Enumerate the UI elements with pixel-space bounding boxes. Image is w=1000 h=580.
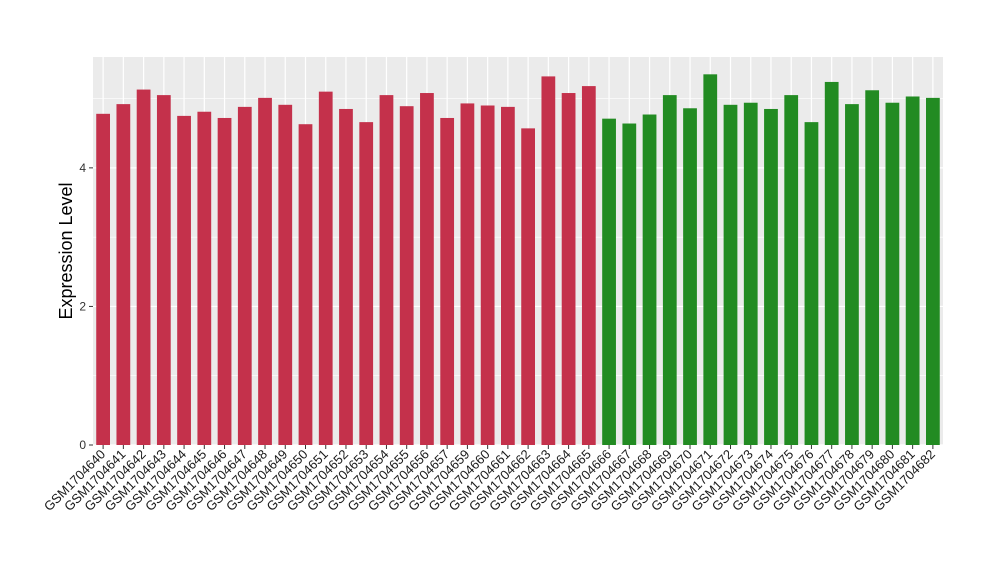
bar-GSM1704660	[480, 105, 495, 445]
bar-GSM1704652	[339, 108, 353, 445]
bar-GSM1704661	[501, 106, 515, 445]
bar-GSM1704653	[359, 122, 374, 445]
bar-GSM1704664	[561, 93, 576, 446]
bar-GSM1704670	[683, 108, 697, 446]
bar-GSM1704650	[298, 124, 313, 445]
y-tick-label: 0	[79, 438, 86, 452]
bar-GSM1704654	[379, 95, 394, 445]
bar-GSM1704682	[926, 97, 940, 445]
y-axis-title: Expression Level	[56, 182, 76, 319]
y-tick-label: 2	[79, 299, 86, 313]
bar-GSM1704659	[460, 103, 475, 446]
bar-GSM1704674	[764, 108, 778, 445]
bar-GSM1704651	[318, 91, 333, 446]
bar-GSM1704678	[845, 104, 859, 445]
bar-GSM1704667	[622, 123, 637, 445]
bar-GSM1704681	[905, 96, 920, 445]
y-tick-label: 4	[79, 161, 86, 175]
bar-GSM1704665	[581, 86, 596, 445]
bar-GSM1704662	[521, 128, 535, 445]
bar-GSM1704649	[278, 104, 293, 446]
bar-GSM1704648	[258, 97, 272, 445]
bar-GSM1704645	[197, 111, 212, 445]
plot-panel	[93, 57, 943, 445]
bar-GSM1704679	[865, 90, 880, 445]
bar-GSM1704671	[703, 74, 718, 446]
bar-GSM1704646	[217, 117, 232, 445]
bar-GSM1704673	[743, 102, 758, 445]
bar-GSM1704655	[399, 106, 414, 445]
bar-GSM1704677	[824, 81, 839, 445]
bar-GSM1704680	[885, 102, 900, 445]
bar-GSM1704644	[177, 115, 191, 446]
bar-GSM1704669	[662, 95, 677, 445]
bar-GSM1704666	[602, 118, 616, 446]
bar-GSM1704668	[642, 114, 657, 445]
bar-GSM1704641	[116, 104, 131, 445]
y-axis: 0 2 4	[79, 161, 93, 452]
bar-GSM1704656	[420, 93, 434, 446]
bar-GSM1704642	[136, 89, 151, 446]
bar-GSM1704663	[541, 76, 556, 446]
bar-GSM1704676	[804, 122, 819, 445]
bar-GSM1704657	[440, 117, 455, 445]
bar-GSM1704643	[156, 95, 171, 445]
x-axis: GSM1704640GSM1704641GSM1704642GSM1704643…	[41, 445, 938, 514]
bars	[96, 74, 940, 446]
bar-GSM1704640	[96, 113, 110, 446]
bar-GSM1704675	[784, 95, 799, 445]
bar-GSM1704647	[237, 106, 252, 445]
bar-GSM1704672	[723, 104, 738, 446]
